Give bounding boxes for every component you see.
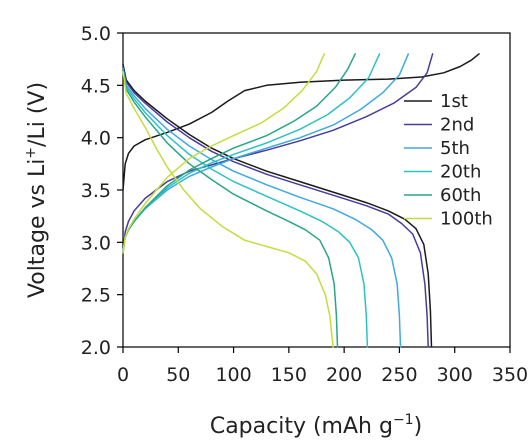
x-tick-label: 100 <box>215 364 251 386</box>
legend-label: 60th <box>440 185 481 206</box>
legend-label: 20th <box>440 162 481 183</box>
series-lines <box>122 53 480 348</box>
y-tick-label: 4.0 <box>81 128 111 150</box>
legend-label: 1st <box>440 91 468 112</box>
y-tick-label: 3.0 <box>81 232 111 254</box>
series-60th-charge-line <box>122 53 356 254</box>
y-axis-ticks: 2.0 2.5 3.0 3.5 4.0 4.5 5.0 <box>81 23 123 359</box>
x-tick-label: 150 <box>271 364 307 386</box>
legend-label: 100th <box>440 209 493 230</box>
y-tick-label: 5.0 <box>81 23 111 45</box>
x-axis-ticks: 0 50 100 150 200 250 300 350 <box>117 347 528 386</box>
series-20th-discharge-line <box>122 68 369 348</box>
series-60th-discharge-line <box>122 68 339 348</box>
x-tick-label: 300 <box>437 364 473 386</box>
plot-area: 0 50 100 150 200 250 300 350 2.0 2.5 3.0 3.5 4.0 4.5… <box>81 23 528 386</box>
series-1st-discharge-line <box>122 63 433 348</box>
y-tick-label: 2.5 <box>81 285 111 307</box>
y-tick-label: 4.5 <box>81 75 111 97</box>
series-2nd-discharge-line <box>122 66 429 348</box>
y-tick-label: 3.5 <box>81 180 111 202</box>
series-1st-charge-line <box>122 53 480 191</box>
x-tick-label: 350 <box>492 364 528 386</box>
y-axis-title: Voltage vs Li+/Li (V) <box>23 82 50 298</box>
x-tick-label: 200 <box>326 364 362 386</box>
series-100th-charge-line <box>122 53 325 254</box>
legend-label: 2nd <box>440 115 474 136</box>
x-tick-label: 250 <box>381 364 417 386</box>
x-axis-title: Capacity (mAh g−1) <box>210 412 422 439</box>
series-100th-discharge-line <box>122 70 334 348</box>
x-tick-label: 50 <box>166 364 190 386</box>
series-5th-charge-line <box>122 53 410 254</box>
x-tick-label: 0 <box>117 364 129 386</box>
series-5th-discharge-line <box>122 67 402 348</box>
y-tick-label: 2.0 <box>81 337 111 359</box>
legend-label: 5th <box>440 138 470 159</box>
